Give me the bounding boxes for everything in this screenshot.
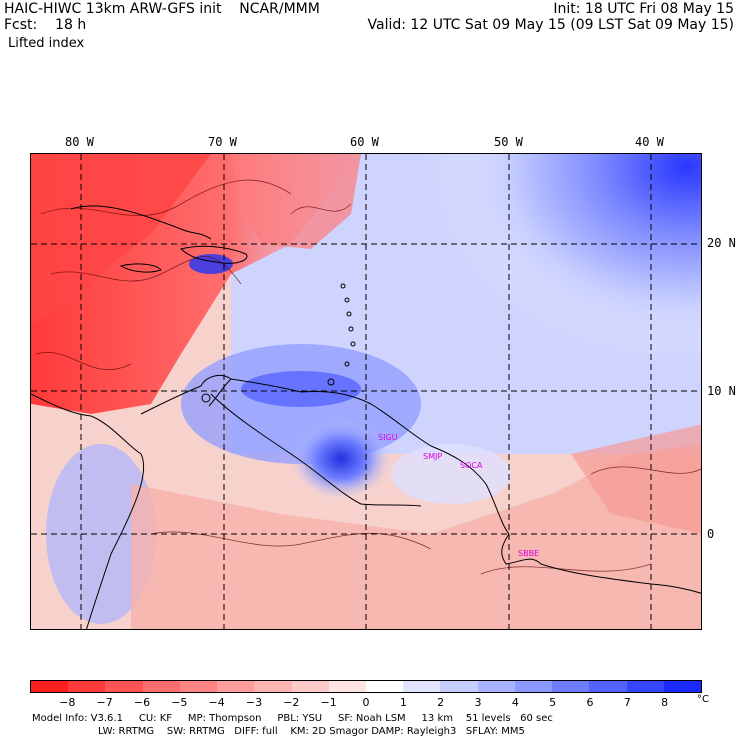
colorbar-swatch (142, 681, 180, 692)
colorbar-swatch (403, 681, 441, 692)
blue-core-guiana (291, 419, 391, 499)
colorbar-tick-label: −5 (171, 696, 188, 709)
field-name: Lifted index (8, 36, 85, 51)
lon-label-60w: 60 W (350, 135, 379, 149)
colorbar-swatch (105, 681, 143, 692)
colorbar-swatch (663, 681, 701, 692)
colorbar-swatch (626, 681, 664, 692)
lon-label-50w: 50 W (494, 135, 523, 149)
forecast-hour: Fcst: 18 h (4, 17, 87, 33)
colorbar-tick-label: −1 (320, 696, 337, 709)
colorbar-tick-label: 6 (586, 696, 594, 709)
colorbar-swatch (68, 681, 106, 692)
colorbar-swatch (589, 681, 627, 692)
lesser-antilles (327, 283, 356, 386)
colorbar-swatch (31, 681, 69, 692)
lon-label-80w: 80 W (65, 135, 94, 149)
colorbar-tick-label: 8 (661, 696, 669, 709)
colorbar-tick-label: −2 (283, 696, 300, 709)
blue-core-coast (241, 371, 361, 407)
lat-label-20n: 20 N (707, 236, 736, 250)
colorbar-swatch (477, 681, 515, 692)
blue-high-ne (361, 154, 701, 414)
colorbar-swatch (291, 681, 329, 692)
colorbar-tick-label: 3 (474, 696, 482, 709)
colorbar (30, 680, 702, 693)
red-cell-north (231, 154, 361, 249)
lifted-index-map (30, 153, 702, 630)
map-canvas (31, 154, 701, 629)
colorbar-swatch (179, 681, 218, 692)
lat-label-0: 0 (707, 527, 715, 541)
colorbar-tick-label: 0 (362, 696, 370, 709)
colorbar-swatch (365, 681, 404, 692)
valid-time: Valid: 12 UTC Sat 09 May 15 (09 LST Sat … (367, 17, 734, 33)
colorbar-tick-label: −7 (96, 696, 113, 709)
colorbar-tick-label: −4 (208, 696, 225, 709)
colorbar-unit: °C (697, 694, 709, 705)
colorbar-tick-label: 2 (437, 696, 445, 709)
station-label-smjp: SMJP (423, 452, 443, 461)
colorbar-swatch (217, 681, 255, 692)
colorbar-tick-label: −3 (245, 696, 263, 709)
init-time: Init: 18 UTC Fri 08 May 15 (553, 1, 734, 17)
red-core-nw (31, 154, 211, 324)
coastlines (31, 205, 701, 629)
red-south-field (131, 444, 701, 629)
station-label-sigu: SIGU (378, 433, 398, 442)
station-label-sbbe: SBBE (518, 549, 540, 558)
colorbar-swatch (552, 681, 590, 692)
model-title: HAIC-HIWC 13km ARW-GFS init NCAR/MMM (4, 1, 320, 17)
colorbar-swatch (514, 681, 553, 692)
colorbar-tick-label: 4 (511, 696, 519, 709)
colorbar-tick-label: −8 (59, 696, 76, 709)
lon-label-70w: 70 W (208, 135, 237, 149)
colorbar-tick-label: 7 (623, 696, 631, 709)
station-label-soca: SOCA (460, 461, 483, 470)
model-info-line2: LW: RRTMG SW: RRTMG DIFF: full KM: 2D Sm… (98, 726, 525, 737)
colorbar-swatch (328, 681, 366, 692)
colorbar-swatch (440, 681, 478, 692)
lon-label-40w: 40 W (635, 135, 664, 149)
colorbar-tick-label: −6 (133, 696, 151, 709)
colorbar-tick-label: 1 (399, 696, 407, 709)
colorbar-swatch (254, 681, 292, 692)
graticule (31, 154, 701, 629)
lat-label-10n: 10 N (707, 384, 736, 398)
model-info-line1: Model Info: V3.6.1 CU: KF MP: Thompson P… (32, 713, 553, 724)
colorbar-tick-label: 5 (549, 696, 557, 709)
red-east-cell (571, 424, 701, 534)
light-guiana-coast (391, 444, 511, 504)
